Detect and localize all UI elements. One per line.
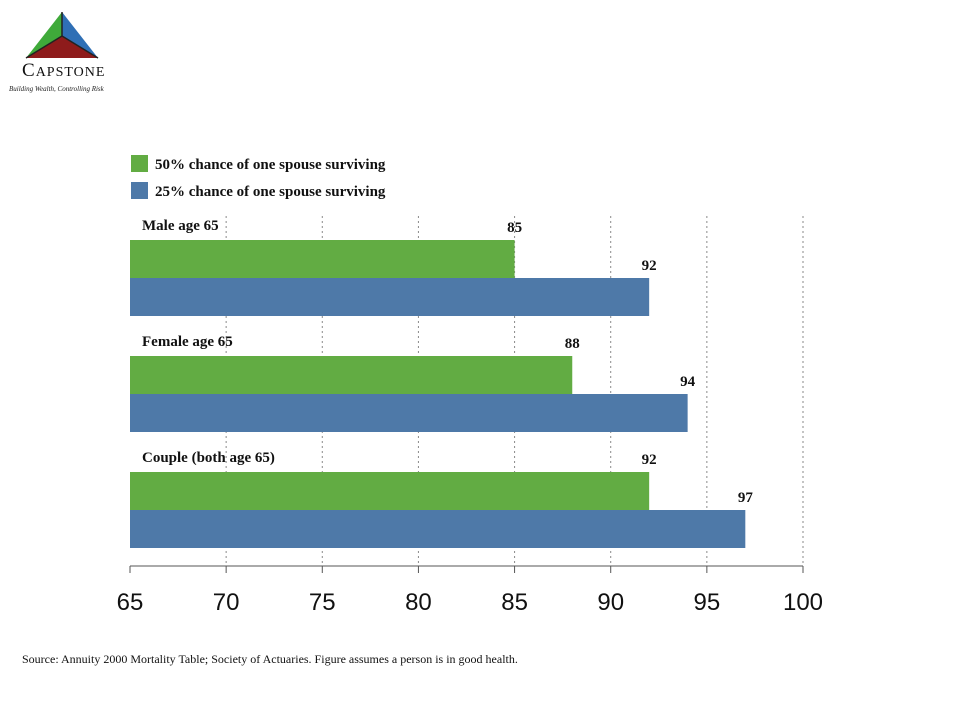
bar: [130, 356, 573, 394]
bar: [130, 240, 515, 278]
x-axis: 65 70 75 80 85 90 95 100: [117, 565, 823, 616]
logo-wordmark: CAPSTONE: [22, 60, 106, 81]
x-tick-label: 85: [501, 589, 528, 616]
bars: Male age 65 85 92 Female age 65 88 94 Couple (…: [130, 218, 753, 548]
logo-triangle-red: [26, 36, 98, 58]
data-label: 92: [642, 258, 657, 274]
logo-tagline: Building Wealth, Controlling Risk: [9, 85, 104, 93]
data-label: 88: [565, 336, 580, 352]
legend-label: 25% chance of one spouse surviving: [155, 184, 386, 200]
data-label: 94: [680, 374, 696, 390]
x-tick-label: 75: [309, 589, 336, 616]
category-label: Female age 65: [142, 334, 233, 350]
x-tick-label: 100: [783, 589, 823, 616]
legend: 50% chance of one spouse surviving 25% ch…: [131, 155, 386, 200]
source-note: Source: Annuity 2000 Mortality Table; So…: [22, 652, 518, 666]
legend-swatch: [131, 182, 148, 199]
logo-triangle-green: [26, 12, 62, 58]
data-label: 85: [507, 220, 522, 236]
x-tick-label: 80: [405, 589, 432, 616]
x-tick-label: 90: [597, 589, 624, 616]
legend-label: 50% chance of one spouse surviving: [155, 157, 386, 173]
bar: [130, 394, 688, 432]
category-label: Couple (both age 65): [142, 450, 275, 466]
x-tick-label: 65: [117, 589, 144, 616]
bar: [130, 510, 746, 548]
bar: [130, 278, 650, 316]
legend-swatch: [131, 155, 148, 172]
data-label: 97: [738, 490, 754, 506]
data-label: 92: [642, 452, 657, 468]
capstone-logo: [25, 12, 99, 59]
category-label: Male age 65: [142, 218, 219, 234]
x-tick-label: 95: [694, 589, 721, 616]
bar: [130, 472, 650, 510]
x-tick-label: 70: [213, 589, 240, 616]
logo-triangle-blue: [62, 12, 98, 58]
